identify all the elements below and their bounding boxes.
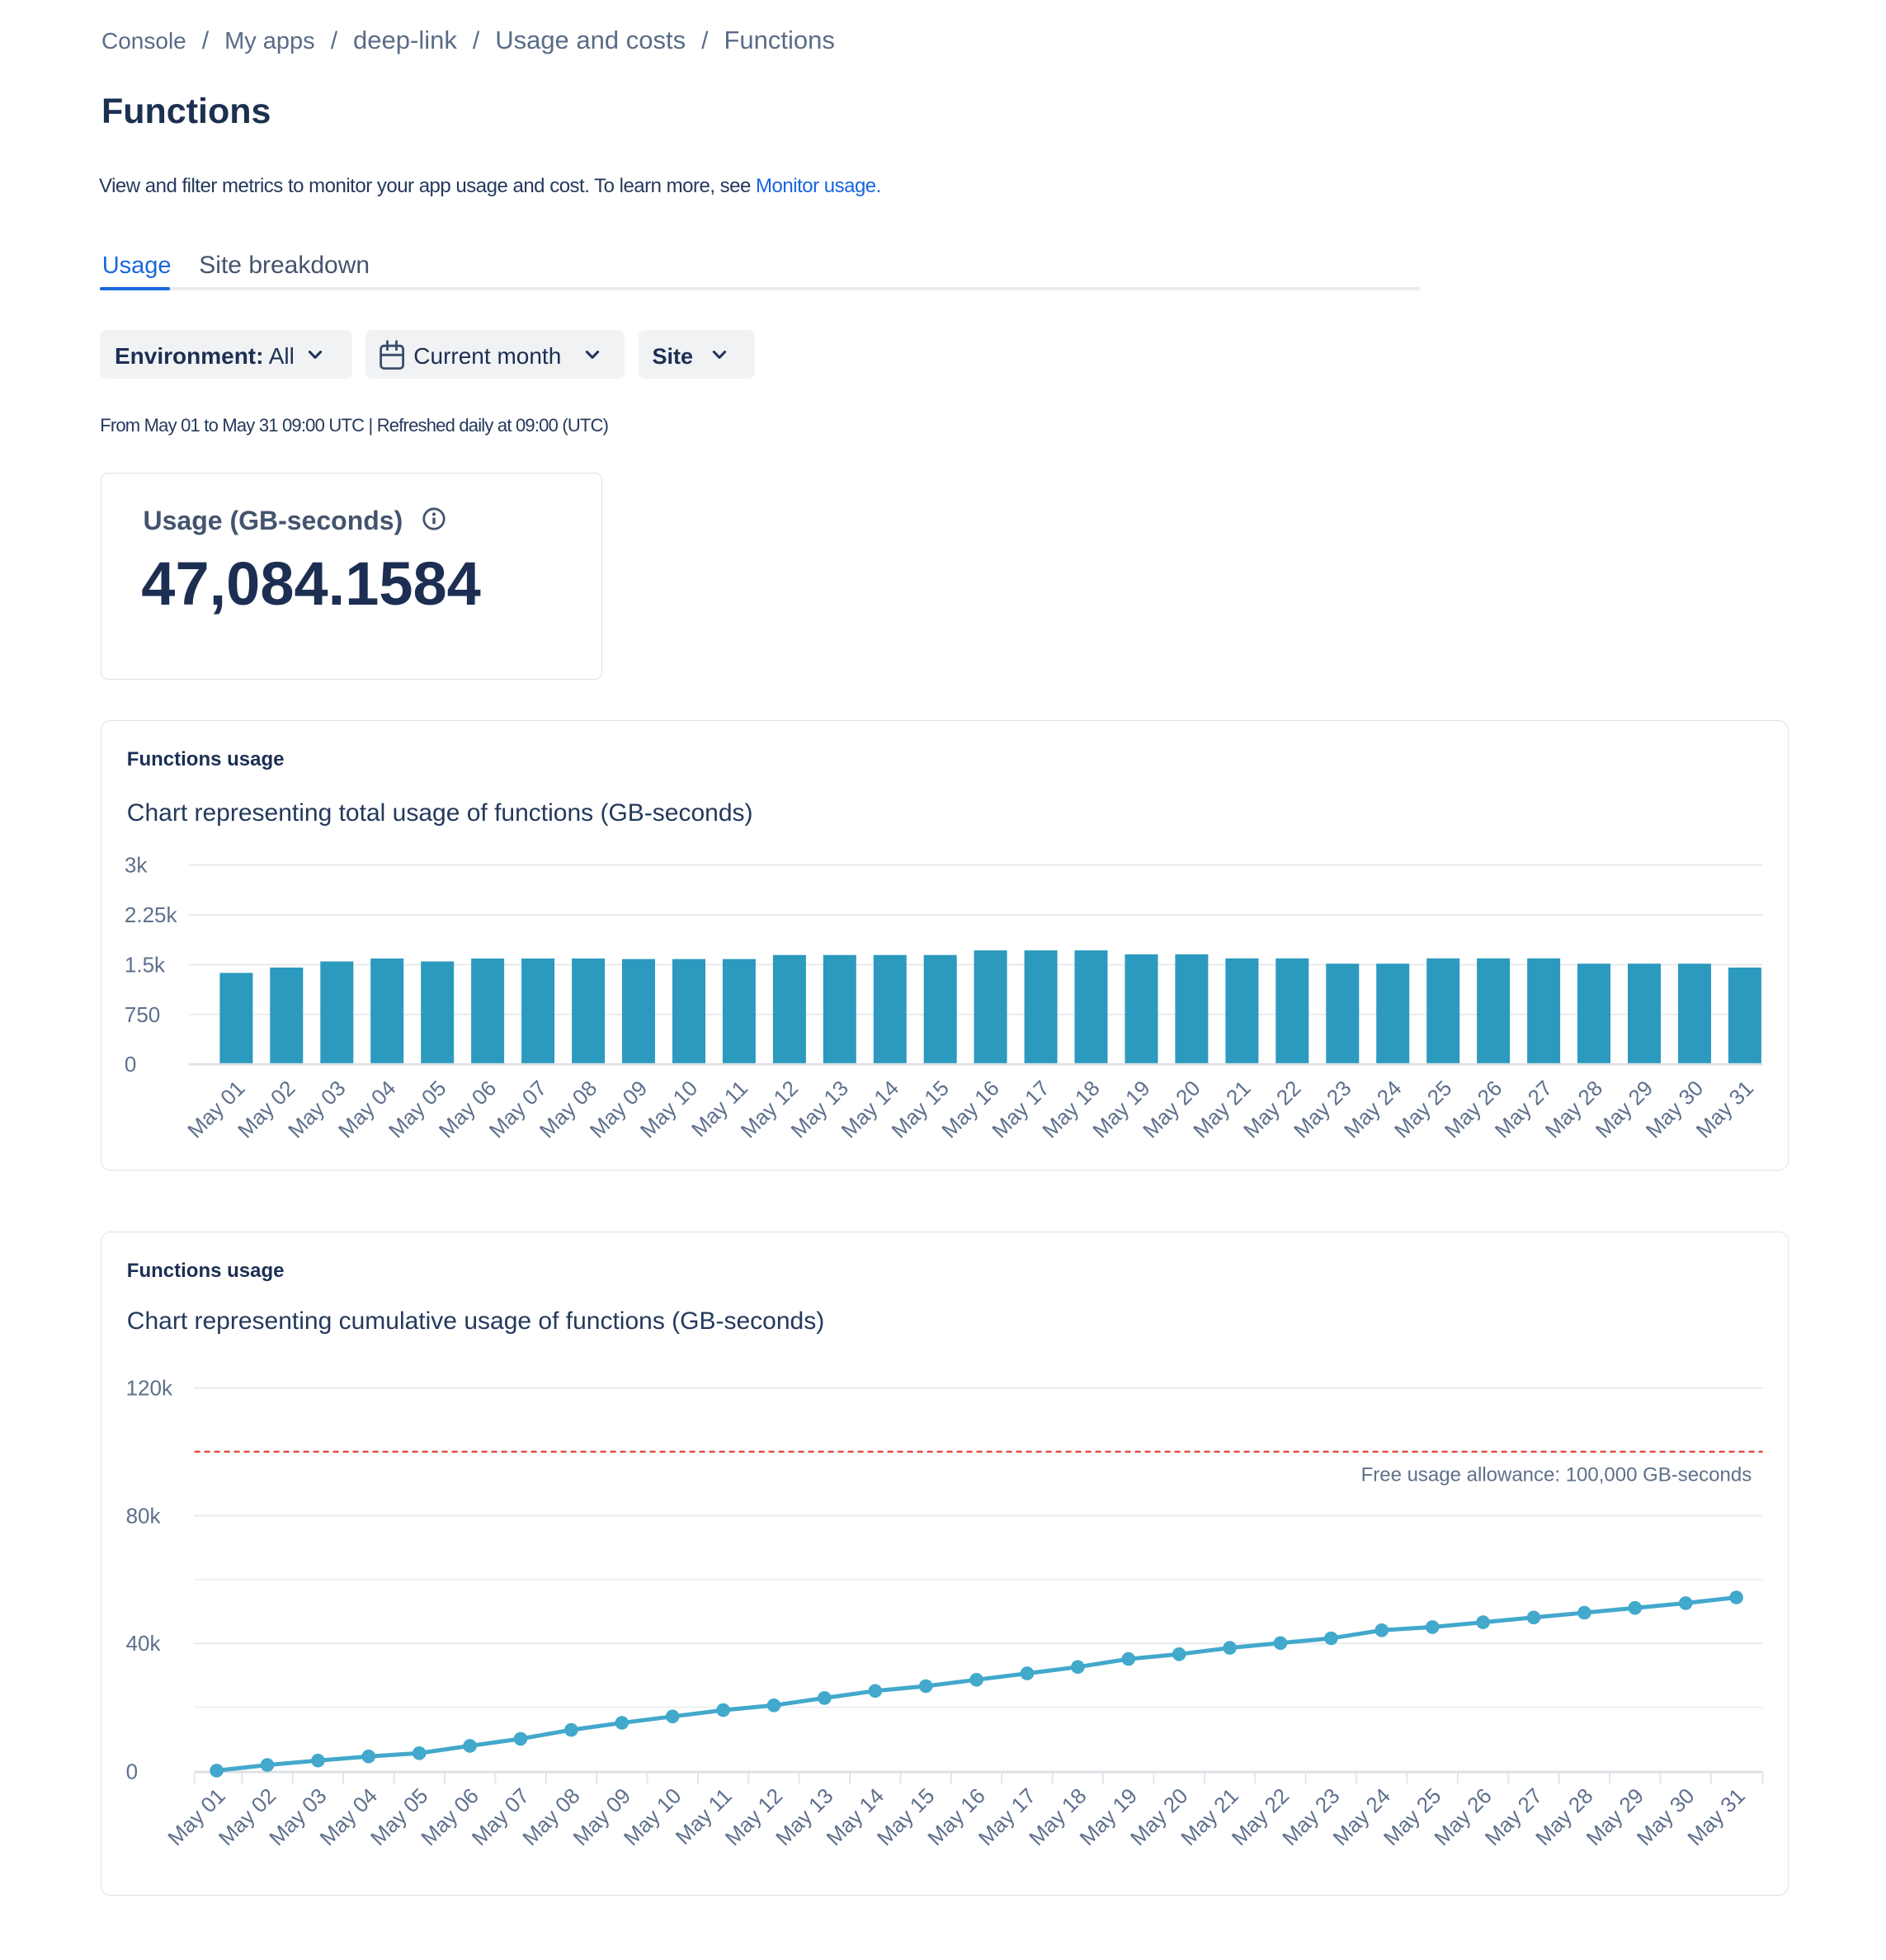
svg-text:0: 0: [126, 1760, 138, 1784]
svg-text:750: 750: [125, 1002, 160, 1027]
svg-text:May 31: May 31: [1683, 1783, 1751, 1851]
svg-text:May 10: May 10: [635, 1076, 703, 1143]
svg-text:May 31: May 31: [1691, 1076, 1759, 1143]
svg-text:120k: 120k: [126, 1376, 173, 1401]
svg-text:Free usage allowance: 100,000: Free usage allowance: 100,000 GB-seconds: [1361, 1463, 1752, 1486]
svg-text:0: 0: [125, 1052, 136, 1077]
svg-text:40k: 40k: [126, 1631, 162, 1656]
svg-text:3k: 3k: [125, 853, 148, 878]
svg-text:2.25k: 2.25k: [125, 902, 178, 927]
svg-text:1.5k: 1.5k: [125, 952, 166, 977]
svg-text:May 10: May 10: [619, 1783, 686, 1851]
svg-text:80k: 80k: [126, 1503, 162, 1528]
